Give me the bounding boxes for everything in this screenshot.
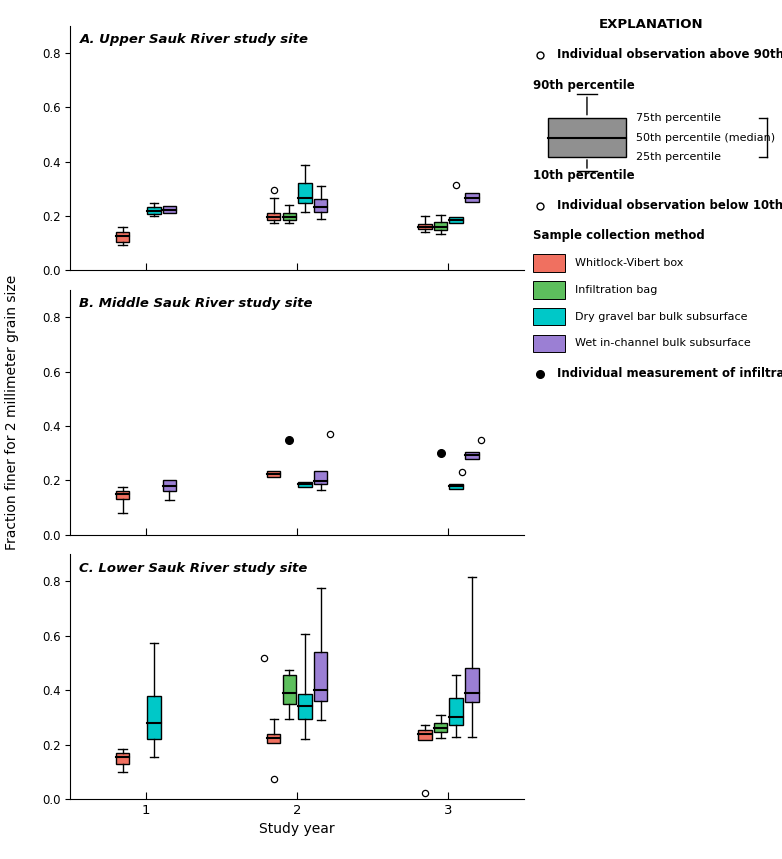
- Bar: [282, 213, 296, 220]
- Bar: [282, 675, 296, 704]
- Text: EXPLANATION: EXPLANATION: [599, 18, 703, 31]
- Bar: [116, 491, 129, 499]
- X-axis label: Study year: Study year: [260, 822, 335, 837]
- Bar: [533, 335, 565, 352]
- Text: Individual measurement of infiltration bag: Individual measurement of infiltration b…: [558, 367, 782, 381]
- Bar: [465, 193, 479, 202]
- Bar: [267, 734, 281, 743]
- Bar: [450, 698, 463, 726]
- Bar: [533, 254, 565, 271]
- Bar: [434, 222, 447, 229]
- Text: 25th percentile: 25th percentile: [637, 152, 721, 162]
- Bar: [298, 694, 312, 720]
- Bar: [163, 480, 176, 490]
- Text: 50th percentile (median): 50th percentile (median): [637, 133, 776, 143]
- Bar: [163, 205, 176, 213]
- Bar: [116, 232, 129, 242]
- Text: A. Upper Sauk River study site: A. Upper Sauk River study site: [80, 34, 308, 46]
- Text: Individual observation below 10th percentile: Individual observation below 10th percen…: [558, 199, 782, 212]
- Text: B. Middle Sauk River study site: B. Middle Sauk River study site: [80, 297, 313, 310]
- Bar: [298, 184, 312, 203]
- Text: 90th percentile: 90th percentile: [533, 79, 634, 92]
- Bar: [267, 471, 281, 477]
- Bar: [465, 667, 479, 702]
- Text: Individual observation above 90th percentile: Individual observation above 90th percen…: [558, 48, 782, 62]
- Text: 10th percentile: 10th percentile: [533, 169, 634, 182]
- Bar: [314, 471, 328, 484]
- Text: Dry gravel bar bulk subsurface: Dry gravel bar bulk subsurface: [575, 312, 747, 321]
- Bar: [314, 199, 328, 212]
- Bar: [314, 652, 328, 701]
- Text: C. Lower Sauk River study site: C. Lower Sauk River study site: [80, 562, 308, 575]
- Bar: [465, 453, 479, 459]
- Bar: [267, 213, 281, 220]
- Text: Wet in-channel bulk subsurface: Wet in-channel bulk subsurface: [575, 338, 751, 349]
- Bar: [298, 482, 312, 487]
- Text: 75th percentile: 75th percentile: [637, 113, 721, 123]
- Text: Infiltration bag: Infiltration bag: [575, 284, 657, 295]
- Bar: [116, 753, 129, 764]
- Bar: [533, 308, 565, 326]
- Bar: [547, 118, 626, 157]
- Bar: [418, 223, 432, 228]
- Bar: [147, 696, 160, 739]
- Bar: [533, 281, 565, 299]
- Text: Whitlock-Vibert box: Whitlock-Vibert box: [575, 258, 683, 268]
- Bar: [418, 730, 432, 740]
- Text: Sample collection method: Sample collection method: [533, 229, 705, 242]
- Bar: [147, 207, 160, 214]
- Bar: [434, 723, 447, 732]
- Bar: [450, 484, 463, 489]
- Text: Fraction finer for 2 millimeter grain size: Fraction finer for 2 millimeter grain si…: [5, 275, 19, 550]
- Bar: [450, 216, 463, 222]
